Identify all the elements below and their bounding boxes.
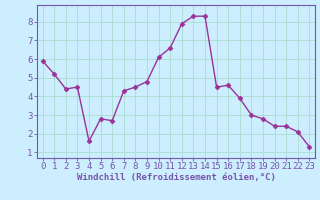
X-axis label: Windchill (Refroidissement éolien,°C): Windchill (Refroidissement éolien,°C) — [76, 173, 276, 182]
